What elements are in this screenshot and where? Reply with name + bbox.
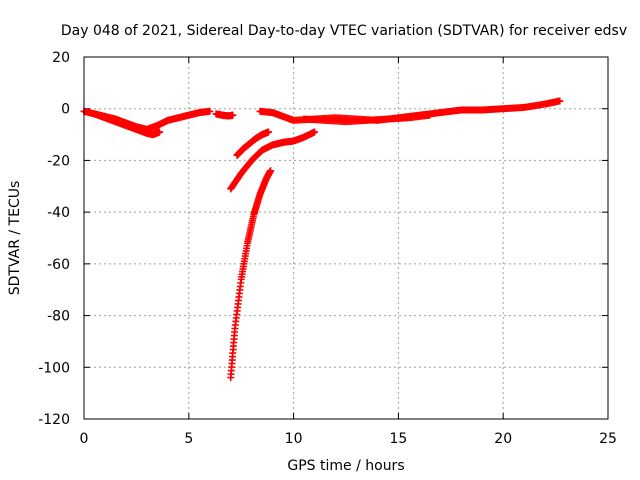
y-tick-label: -80 xyxy=(47,309,70,325)
data-point xyxy=(264,128,272,136)
data-point xyxy=(229,111,237,119)
y-tick-label: -40 xyxy=(47,205,70,221)
data-point xyxy=(155,128,163,136)
y-tick-label: 0 xyxy=(61,102,70,118)
series-arc-steep-rise xyxy=(227,167,275,382)
series-arc-lower-early xyxy=(90,110,163,139)
x-tick-label: 15 xyxy=(389,431,407,447)
series-arc-mid-upper xyxy=(227,128,319,193)
x-axis-label: GPS time / hours xyxy=(287,458,404,474)
y-tick-label: -100 xyxy=(38,360,70,376)
x-tick-label: 5 xyxy=(184,431,193,447)
grid-lines xyxy=(84,57,608,419)
x-tick-label: 0 xyxy=(80,431,89,447)
y-axis-label: SDTVAR / TECUs xyxy=(7,181,23,296)
x-tick-label: 25 xyxy=(599,431,617,447)
y-tick-labels: 20 0 -20 -40 -60 -80 -100 -120 xyxy=(38,50,70,428)
y-tick-label: -120 xyxy=(38,412,70,428)
y-tick-label: 20 xyxy=(52,50,70,66)
data-point xyxy=(206,107,214,115)
x-tick-labels: 0 5 10 15 20 25 xyxy=(80,431,617,447)
y-tick-label: -20 xyxy=(47,153,70,169)
x-tick-label: 20 xyxy=(494,431,512,447)
data-point xyxy=(426,111,434,119)
x-tick-label: 10 xyxy=(285,431,303,447)
series-arc-short-6h xyxy=(212,110,237,120)
axis-ticks xyxy=(83,56,609,420)
series-arc-late-lower xyxy=(300,111,434,126)
y-tick-label: -60 xyxy=(47,257,70,273)
series-arc-main-early xyxy=(80,107,214,133)
chart-title: Day 048 of 2021, Sidereal Day-to-day VTE… xyxy=(61,23,627,39)
plot-area-frame xyxy=(83,56,609,420)
data-points xyxy=(80,97,564,382)
data-point xyxy=(556,97,564,105)
data-point xyxy=(311,128,319,136)
series-arc-mid-steep xyxy=(233,128,272,159)
data-point xyxy=(267,167,275,175)
